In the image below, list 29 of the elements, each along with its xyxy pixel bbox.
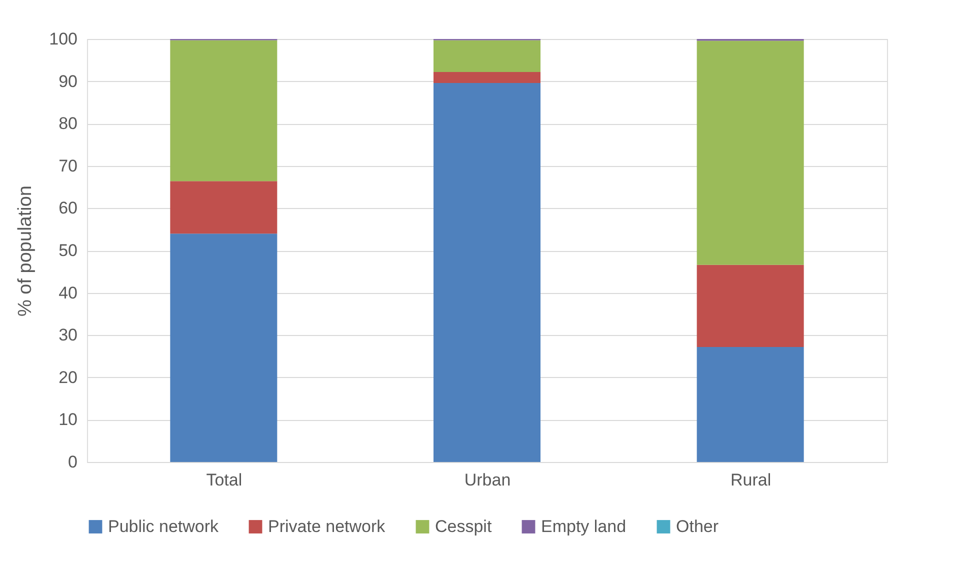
y-tick-label: 100 xyxy=(49,30,78,48)
bar xyxy=(170,40,278,182)
bar xyxy=(170,234,278,462)
legend-label: Other xyxy=(676,516,719,536)
bar xyxy=(170,181,278,234)
x-tick-label: Urban xyxy=(464,470,511,490)
legend-label: Cesspit xyxy=(435,516,492,536)
y-tick-label: 70 xyxy=(58,156,78,176)
y-tick-label: 0 xyxy=(68,452,78,472)
y-tick-label: 40 xyxy=(58,283,78,302)
y-tick-label: 60 xyxy=(58,198,78,218)
legend-label: Public network xyxy=(108,516,220,536)
y-tick-label: 30 xyxy=(58,326,78,345)
y-tick-label: 80 xyxy=(58,114,78,134)
bar xyxy=(434,82,540,462)
bar xyxy=(696,264,804,347)
x-tick-label: Total xyxy=(206,470,242,490)
bar xyxy=(434,72,540,83)
bar xyxy=(696,40,804,265)
legend-label: Private network xyxy=(268,516,386,536)
bar xyxy=(434,40,540,72)
y-tick-label: 50 xyxy=(58,241,78,260)
y-tick-label: 10 xyxy=(58,410,78,430)
y-tick-label: 20 xyxy=(58,368,78,387)
legend-label: Empty land xyxy=(541,516,626,536)
y-tick-label: 90 xyxy=(58,72,78,91)
x-tick-label: Rural xyxy=(730,470,772,490)
y-axis-title: % of population xyxy=(15,186,36,316)
bar xyxy=(696,346,804,462)
